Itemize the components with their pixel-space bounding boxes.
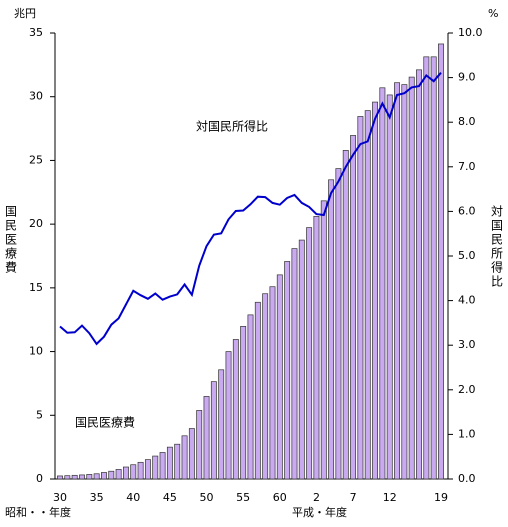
y2-tick-label: 1.0 [458, 427, 476, 440]
bar [232, 339, 239, 480]
x-tick-label: 35 [90, 491, 104, 504]
y-tick-label: 25 [29, 153, 43, 166]
y-tick-label: 30 [29, 90, 43, 103]
y-tick-label: 35 [29, 26, 43, 39]
bar [254, 301, 261, 480]
bar [386, 94, 393, 480]
bar [64, 475, 71, 480]
bar [379, 87, 386, 480]
bar [79, 474, 85, 480]
y2-tick-label: 10.0 [458, 26, 483, 39]
y2-tick-label: 7.0 [458, 160, 476, 173]
y2-unit: % [488, 7, 498, 20]
bar [335, 168, 342, 480]
bar [269, 286, 276, 480]
x-tick-label: 2 [313, 491, 320, 504]
bar [174, 443, 181, 480]
y-tick-label: 20 [29, 217, 43, 230]
bar [159, 452, 166, 480]
y2-tick-label: 2.0 [458, 383, 476, 396]
x-tick-label: 50 [200, 491, 214, 504]
bar [225, 351, 232, 480]
bar [306, 227, 313, 480]
x-tick-label: 12 [383, 491, 397, 504]
y-tick-label: 5 [36, 408, 43, 421]
bar [357, 116, 364, 480]
bar [218, 369, 225, 480]
y2-tick-label: 9.0 [458, 71, 476, 84]
bar [181, 435, 188, 480]
bar [276, 274, 283, 480]
y2-tick-label: 3.0 [458, 338, 476, 351]
y-tick-label: 15 [29, 281, 43, 294]
x-tick-label: 45 [163, 491, 177, 504]
x-tick-label: 30 [53, 491, 67, 504]
bar [438, 43, 444, 480]
bar [350, 135, 357, 480]
bar [320, 200, 327, 480]
bar [284, 261, 291, 480]
bar [423, 56, 430, 480]
bar [291, 248, 298, 480]
y-tick-label: 0 [36, 472, 43, 485]
bar [86, 474, 93, 480]
x-tick-label: 55 [236, 491, 250, 504]
bar [188, 428, 195, 480]
bar [240, 325, 247, 480]
bar-annotation: 国民医療費 [75, 415, 135, 430]
bar [93, 473, 100, 480]
bar [372, 101, 379, 480]
bar [313, 216, 320, 480]
bar [262, 293, 269, 480]
bar [152, 455, 159, 480]
x-tick-label: 19 [434, 491, 448, 504]
bar [130, 464, 137, 480]
y-unit: 兆円 [14, 7, 36, 20]
y2-tick-label: 8.0 [458, 115, 476, 128]
bar [416, 69, 422, 480]
y-tick-label: 10 [29, 345, 43, 358]
bar [342, 150, 349, 480]
bar [364, 110, 371, 480]
bar [166, 446, 173, 480]
bar [101, 472, 107, 480]
bar [408, 76, 415, 480]
bar [122, 466, 129, 480]
y2-tick-label: 5.0 [458, 249, 476, 262]
bar [401, 84, 408, 480]
y2-tick-label: 6.0 [458, 204, 476, 217]
bar [394, 82, 400, 480]
bar [57, 475, 63, 480]
x-tick-label: 40 [126, 491, 140, 504]
x-label-right: 平成・年度 [292, 505, 347, 519]
bar [144, 459, 151, 480]
bar [115, 469, 122, 480]
bar [298, 239, 305, 480]
bar [108, 470, 115, 480]
bar [71, 474, 78, 480]
y2-tick-label: 4.0 [458, 294, 476, 307]
y2-axis-label: 対国民所得比 [490, 205, 504, 289]
y2-tick-label: 0.0 [458, 472, 476, 485]
bar [328, 179, 335, 480]
line [59, 72, 442, 346]
bar [247, 314, 254, 480]
bar [203, 396, 210, 480]
bar [137, 461, 144, 480]
x-label-left: 昭和・・年度 [5, 505, 71, 519]
line-annotation: 対国民所得比 [196, 119, 268, 134]
bar [196, 410, 203, 480]
bar [210, 381, 217, 480]
x-tick-label: 60 [273, 491, 287, 504]
y-axis-label: 国民医療費 [4, 205, 18, 275]
bar [430, 56, 437, 480]
x-tick-label: 7 [350, 491, 357, 504]
